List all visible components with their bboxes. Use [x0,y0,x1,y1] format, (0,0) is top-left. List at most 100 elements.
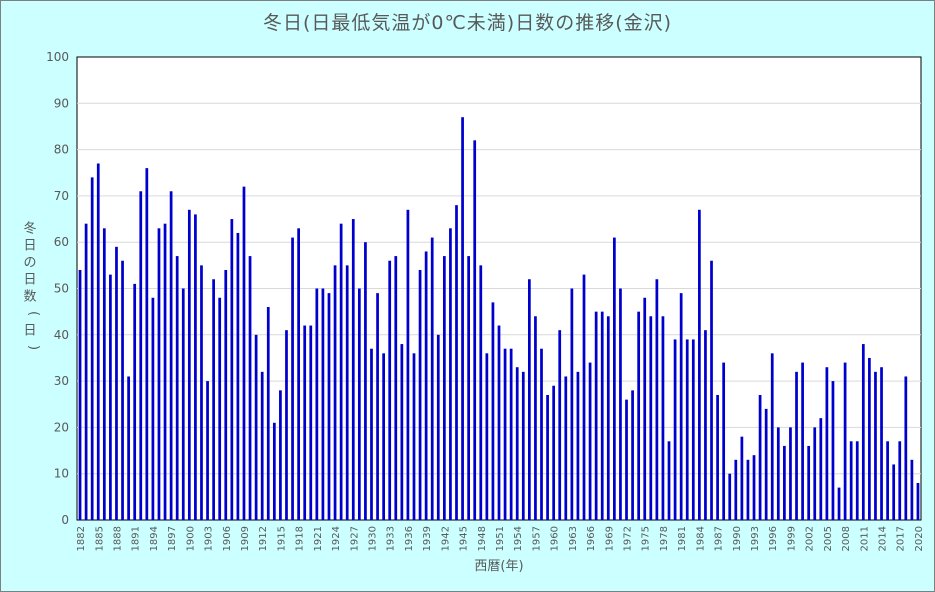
bar-1934 [394,256,398,520]
bar-1886 [102,228,106,520]
bar-2010 [855,441,859,520]
bar-1911 [254,334,258,520]
y-axis-label-char: の [23,256,36,271]
bar-1953 [509,348,513,520]
y-axis-label-char: ( [26,311,41,316]
bar-1946 [467,256,471,520]
bar-1952 [503,348,507,520]
y-axis-label-char: ) [26,345,41,350]
bar-1954 [515,367,519,520]
bar-2011 [861,344,865,520]
bar-2012 [868,357,871,520]
x-tick-label: 2002 [805,526,816,551]
x-tick-label: 1993 [750,526,761,551]
chart-title: 冬日(日最低気温が0℃未満)日数の推移(金沢) [262,12,673,34]
bar-1902 [200,265,203,520]
bar-1986 [710,260,713,520]
bar-1983 [691,339,695,520]
x-tick-label: 1999 [786,526,797,551]
bar-1912 [260,371,264,520]
x-tick-label: 2017 [896,526,907,551]
bar-2003 [813,427,817,520]
x-tick-label: 1894 [149,526,160,551]
x-tick-label: 1975 [641,526,652,551]
bar-1914 [272,422,276,520]
bar-1996 [770,353,774,520]
y-tick-label: 70 [54,189,69,203]
bar-1908 [236,232,240,520]
bar-1921 [315,288,319,520]
x-tick-label: 1969 [604,526,615,551]
bar-1998 [783,445,786,520]
bar-1893 [145,168,149,520]
bar-1898 [175,256,179,520]
bar-2004 [819,418,823,520]
bar-1957 [534,316,537,520]
bar-1965 [582,274,586,520]
bar-1977 [655,279,659,520]
y-tick-label: 40 [54,328,69,342]
bar-1994 [758,394,762,520]
x-tick-label: 1915 [276,526,287,551]
x-tick-label: 1888 [112,526,123,551]
bar-2013 [874,371,877,520]
bar-1883 [84,223,88,520]
bar-1982 [685,339,689,520]
x-tick-label: 1924 [331,526,342,551]
x-tick-label: 1939 [422,526,433,551]
bar-1980 [673,339,677,520]
bar-1962 [564,376,568,520]
bar-1924 [333,265,337,520]
bar-1895 [157,228,161,520]
x-tick-label: 1921 [313,526,324,551]
bar-1916 [285,330,288,520]
x-axis-label: 西暦(年) [474,559,523,574]
bar-1901 [194,214,197,521]
bar-1990 [734,459,738,520]
y-axis-label-char: 日 [23,239,36,254]
x-tick-label: 1906 [222,526,233,551]
bar-1892 [139,191,143,520]
bar-1930 [370,348,373,520]
y-tick-label: 30 [54,374,69,388]
bar-1970 [613,237,616,520]
bar-1913 [266,307,270,520]
bars [78,117,920,521]
bar-1972 [625,399,628,520]
bar-1966 [588,362,592,520]
x-tick-label: 2014 [878,526,889,551]
bar-1988 [722,362,726,520]
bar-1959 [546,394,549,520]
x-tick-label: 2020 [914,526,925,551]
bar-1967 [594,311,598,520]
bar-2015 [886,441,889,520]
bar-1999 [789,427,792,520]
bar-1909 [242,186,246,520]
y-tick-label: 10 [54,467,69,481]
bar-1947 [473,140,477,520]
x-tick-label: 1957 [531,526,542,551]
bar-1993 [752,455,756,520]
bar-1894 [151,297,155,520]
bar-1925 [339,223,343,520]
bar-2019 [910,459,914,520]
bar-1933 [388,260,392,520]
x-tick-label: 2008 [841,526,852,551]
bar-1948 [479,265,483,520]
bar-1918 [297,228,300,520]
bar-1920 [309,325,313,520]
bar-2014 [880,367,883,520]
x-tick-label: 1951 [495,526,506,551]
bar-1897 [169,191,173,520]
x-tick-label: 1930 [367,526,378,551]
x-tick-label: 1912 [258,526,269,551]
x-tick-label: 1996 [768,526,779,551]
bar-1887 [109,274,112,520]
y-axis-ticks: 0 10 20 30 40 50 60 70 80 90 100 [46,50,69,527]
bar-1884 [90,177,94,520]
x-tick-label: 2011 [859,526,870,551]
bar-1939 [424,251,428,520]
bar-1964 [576,371,580,520]
